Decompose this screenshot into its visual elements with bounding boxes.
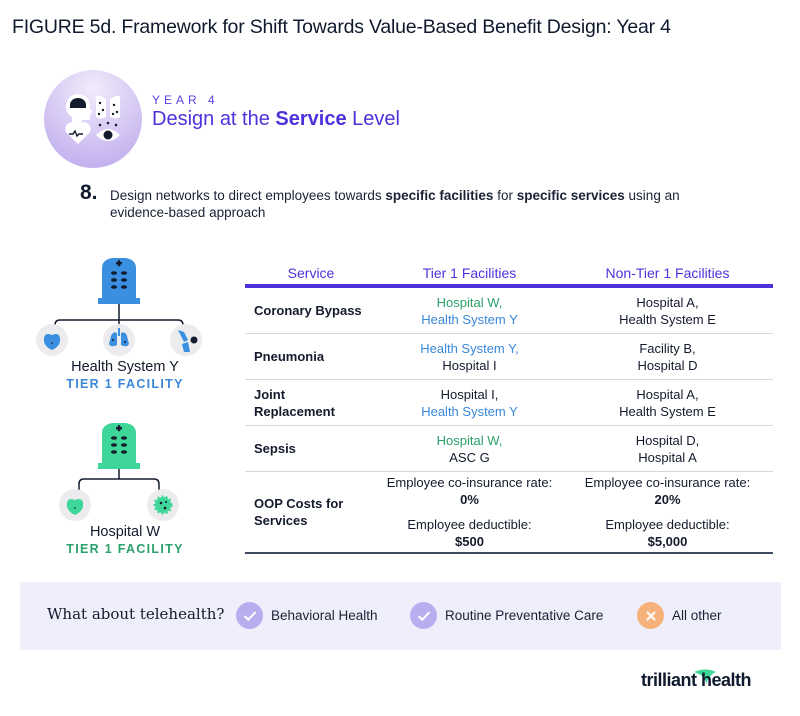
deductible-value: $5,000 xyxy=(647,534,688,549)
org-health-system-y: Health System Y TIER 1 FACILITY xyxy=(20,248,230,398)
non-tier1-cell: Facility B, Hospital D xyxy=(562,340,773,374)
facility-name: Health System Y, xyxy=(420,340,519,356)
facility-name: Health System E xyxy=(619,311,716,327)
x-icon xyxy=(637,602,664,629)
facility-name: Facility B, xyxy=(639,340,696,356)
table-header: Service Tier 1 Facilities Non-Tier 1 Fac… xyxy=(245,262,773,288)
head-brain-icon xyxy=(65,94,93,125)
table-row: Sepsis Hospital W, ASC G Hospital D, Hos… xyxy=(245,426,773,472)
lungs-icon xyxy=(103,324,135,356)
non-tier1-cell: Hospital A, Health System E xyxy=(562,386,773,420)
step-number: 8. xyxy=(80,181,98,204)
year-badge xyxy=(44,70,142,168)
hospital-building-icon xyxy=(98,423,140,469)
joint-icon xyxy=(170,324,202,356)
brand-logo: trilliant health xyxy=(641,670,752,690)
org-tier: TIER 1 FACILITY xyxy=(66,542,184,556)
heart-pulse-icon xyxy=(65,122,91,144)
service-cell: Pneumonia xyxy=(254,349,325,364)
service-cell: Sepsis xyxy=(254,441,296,456)
facility-name: Hospital D xyxy=(637,357,698,373)
table-row: Pneumonia Health System Y, Hospital I Fa… xyxy=(245,334,773,380)
header-non-tier1: Non-Tier 1 Facilities xyxy=(605,265,730,281)
telehealth-item-preventative-care: Routine Preventative Care xyxy=(410,602,603,629)
deductible-value: $500 xyxy=(455,534,484,549)
header-tier1: Tier 1 Facilities xyxy=(422,265,517,281)
tier1-cell: Hospital I, Health System Y xyxy=(377,386,562,420)
facilities-table: Service Tier 1 Facilities Non-Tier 1 Fac… xyxy=(245,262,773,554)
eye-icon xyxy=(96,121,120,141)
facility-name: Hospital D, xyxy=(635,432,700,448)
telehealth-question: What about telehealth? xyxy=(47,605,225,623)
header-service: Service xyxy=(287,265,335,281)
coinsurance-value: 0% xyxy=(460,492,479,507)
facility-name: Hospital W, xyxy=(436,432,503,448)
facility-name: Hospital A xyxy=(638,449,697,465)
step-description: Design networks to direct employees towa… xyxy=(110,188,680,220)
non-tier1-cell: Hospital A, Health System E xyxy=(562,294,773,328)
table-row: Coronary Bypass Hospital W, Health Syste… xyxy=(245,288,773,334)
telehealth-panel: What about telehealth? Behavioral Health… xyxy=(20,582,781,650)
year-label: YEAR 4 xyxy=(152,93,219,107)
org-name: Health System Y xyxy=(71,359,179,375)
telehealth-item-label: Behavioral Health xyxy=(271,608,378,623)
service-cell: Coronary Bypass xyxy=(254,303,362,318)
org-tier: TIER 1 FACILITY xyxy=(66,377,184,391)
non-tier1-oop-cell: Employee co-insurance rate: 20% Employee … xyxy=(584,475,751,549)
telehealth-item-label: All other xyxy=(672,608,722,623)
facility-name: Health System Y xyxy=(421,311,518,327)
non-tier1-cell: Hospital D, Hospital A xyxy=(562,432,773,466)
year-heading: Design at the Service Level xyxy=(152,108,400,130)
facility-name: Hospital I, xyxy=(440,386,499,402)
facility-name: Health System E xyxy=(619,403,716,419)
tier1-cell: Hospital W, Health System Y xyxy=(377,294,562,328)
logo-swoosh-icon xyxy=(694,669,716,684)
bacteria-icon xyxy=(147,489,179,521)
facility-name: Hospital A, xyxy=(636,386,699,402)
coinsurance-value: 20% xyxy=(654,492,681,507)
table-row-oop: OOP Costs for Services Employee co-insur… xyxy=(245,472,773,554)
org-hospital-w: Hospital W TIER 1 FACILITY xyxy=(20,413,230,563)
facility-name: Health System Y xyxy=(421,403,518,419)
table-row: Joint Replacement Hospital I, Health Sys… xyxy=(245,380,773,426)
check-icon xyxy=(410,602,437,629)
facility-name: ASC G xyxy=(449,449,490,465)
tier1-oop-cell: Employee co-insurance rate: 0% Employee d… xyxy=(386,475,553,549)
hospital-building-icon xyxy=(98,258,140,304)
lungs-icon xyxy=(95,95,121,119)
heart-icon xyxy=(59,489,91,521)
service-cell: Joint Replacement xyxy=(254,386,335,419)
telehealth-item-all-other: All other xyxy=(637,602,722,629)
figure-title: FIGURE 5d. Framework for Shift Towards V… xyxy=(12,16,671,38)
org-name: Hospital W xyxy=(89,524,161,540)
telehealth-item-label: Routine Preventative Care xyxy=(445,608,604,623)
heart-icon xyxy=(36,324,68,356)
facility-name: Hospital I xyxy=(442,357,497,373)
facility-name: Hospital W, xyxy=(436,294,503,310)
telehealth-item-behavioral-health: Behavioral Health xyxy=(236,602,378,629)
oop-label: OOP Costs for Services xyxy=(254,496,344,528)
tier1-cell: Hospital W, ASC G xyxy=(377,432,562,466)
check-icon xyxy=(236,602,263,629)
facility-name: Hospital A, xyxy=(636,294,699,310)
tier1-cell: Health System Y, Hospital I xyxy=(377,340,562,374)
